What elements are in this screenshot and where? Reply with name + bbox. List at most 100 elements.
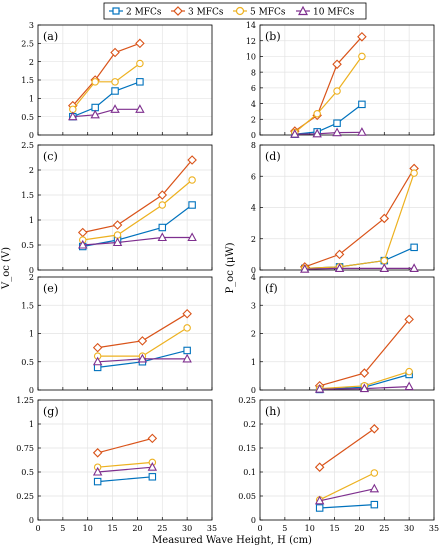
- circle-marker: [91, 78, 99, 86]
- series-line: [82, 159, 193, 234]
- triangle-marker: [332, 127, 342, 137]
- y-tick-label: 12: [246, 37, 256, 46]
- y-tick-label: 0.25: [16, 492, 34, 501]
- y-tick-label: 2: [251, 330, 256, 339]
- plot-frame: [259, 276, 435, 391]
- panel-g: 0 0.25 0.5 0.75 1 1.25 0 5 10 15 20 25 30 35 (g): [16, 396, 217, 533]
- triangle-marker: [182, 353, 192, 363]
- triangle-marker: [312, 128, 322, 138]
- plot-area: [260, 400, 434, 520]
- circle-marker: [313, 110, 321, 118]
- right-y-axis-label: P_oc (μW): [225, 242, 236, 293]
- y-tick-label: 1: [29, 216, 34, 225]
- square-marker: [315, 504, 324, 512]
- diamond-marker: [314, 462, 325, 472]
- x-tick-label: 35: [207, 524, 217, 533]
- square-marker: [333, 119, 341, 127]
- triangle-marker: [404, 381, 414, 391]
- panels: 00.511.522.53(a)02468101214(b)00.511.522…: [16, 21, 439, 533]
- plot-frame: [259, 144, 435, 271]
- panel-label: (e): [43, 282, 58, 295]
- diamond-marker: [404, 314, 414, 325]
- triangle-marker: [359, 383, 370, 393]
- circle-marker: [380, 256, 389, 265]
- y-tick-label: 0: [251, 516, 256, 525]
- y-tick-label: 2: [251, 115, 256, 124]
- x-tick-label: 5: [282, 524, 287, 533]
- square-marker: [158, 223, 167, 232]
- y-tick-label: 1.5: [21, 191, 34, 200]
- circle-marker: [370, 469, 379, 477]
- panel-h: 0 0.05 0.1 0.15 0.2 0.25 0 5 10 15 20 25 30 35 (h): [238, 396, 439, 533]
- panel-c: 0 0.5 1 1.5 2 2.5 (c): [21, 141, 213, 275]
- triangle-marker: [409, 263, 419, 272]
- circle-marker: [410, 169, 418, 177]
- plot-frame: [259, 399, 435, 521]
- diamond-marker: [379, 213, 390, 224]
- y-tick-label: 0.5: [21, 113, 34, 122]
- square-marker: [410, 243, 418, 252]
- y-tick-label: 1: [29, 330, 34, 339]
- y-tick-label: 1: [29, 420, 34, 429]
- circle-marker: [113, 231, 122, 239]
- y-tick-label: 0.5: [21, 358, 34, 367]
- panel-label: (a): [43, 30, 58, 43]
- triangle-marker: [78, 239, 88, 249]
- panel-label: (b): [265, 30, 281, 43]
- x-tick-label: 5: [60, 524, 65, 533]
- panel-label: (g): [43, 405, 59, 418]
- plot-area: [38, 145, 212, 270]
- x-tick-label: 15: [329, 524, 339, 533]
- series-line: [82, 236, 193, 246]
- triangle-marker: [300, 264, 310, 273]
- square-marker: [111, 87, 119, 95]
- left-y-axis-label: V_oc (V): [1, 247, 12, 290]
- y-tick-label: 2: [251, 235, 256, 244]
- y-tick-label: 6: [251, 172, 256, 181]
- diamond-marker: [92, 342, 103, 353]
- triangle-marker: [157, 232, 168, 242]
- panel-label: (c): [43, 150, 58, 163]
- circle-marker: [188, 176, 196, 184]
- y-tick-label: 0: [29, 516, 34, 525]
- diamond-marker-icon: [173, 6, 183, 16]
- y-tick-label: 14: [246, 21, 256, 30]
- triangle-marker: [68, 111, 78, 121]
- diamond-marker: [135, 38, 145, 49]
- x-tick-label: 0: [257, 524, 262, 533]
- square-marker: [370, 500, 379, 509]
- diamond-marker: [187, 155, 197, 165]
- square-marker: [358, 100, 366, 109]
- panel-label: (h): [265, 405, 281, 418]
- legend-item-10mfcs: 10 MFCs: [296, 5, 355, 18]
- triangle-marker: [379, 263, 390, 272]
- plot-area: [260, 25, 434, 135]
- panel-b: 0 2 4 6 8 10 12 14 (b): [246, 21, 435, 140]
- series-line: [72, 81, 141, 118]
- circle-marker: [405, 367, 413, 376]
- triangle-marker: [314, 383, 325, 393]
- y-tick-label: 3: [251, 301, 256, 310]
- series-line: [97, 476, 153, 483]
- triangle-marker: [92, 466, 103, 476]
- y-tick-label: 0.2: [243, 420, 256, 429]
- y-tick-label: 0.15: [238, 444, 256, 453]
- triangle-marker: [334, 263, 345, 272]
- circle-marker: [333, 87, 341, 95]
- diamond-marker: [334, 249, 345, 260]
- y-tick-label: 0: [251, 131, 256, 140]
- series-line: [319, 472, 375, 501]
- plot-frame: [37, 144, 213, 271]
- panel-label: (f): [265, 282, 278, 295]
- circle-marker: [136, 59, 144, 68]
- circle-marker: [111, 78, 119, 86]
- plot-area: [38, 400, 212, 520]
- x-tick-label: 10: [305, 524, 315, 533]
- triangle-marker: [112, 237, 123, 247]
- triangle-marker: [314, 495, 325, 505]
- y-tick-label: 0.5: [21, 468, 34, 477]
- y-tick-label: 2.5: [21, 141, 34, 150]
- y-tick-label: 2: [29, 273, 34, 282]
- x-tick-label: 30: [404, 524, 414, 533]
